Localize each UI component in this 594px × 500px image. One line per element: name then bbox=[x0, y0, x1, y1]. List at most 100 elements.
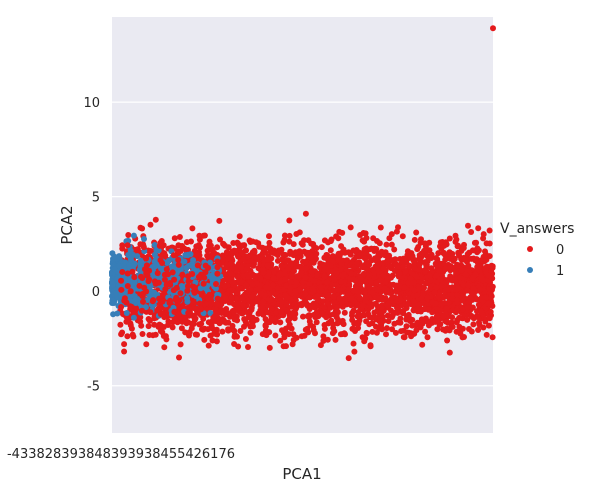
series-0-point bbox=[124, 242, 131, 249]
series-0-point bbox=[480, 235, 487, 242]
y-tick-labels: -5 0 5 10 bbox=[83, 96, 100, 395]
series-0-point bbox=[406, 317, 413, 324]
series-0-point bbox=[292, 288, 299, 295]
series-0-point bbox=[121, 295, 128, 302]
series-0-point bbox=[198, 320, 205, 327]
series-0-point bbox=[194, 251, 201, 258]
series-0-point bbox=[321, 273, 328, 280]
series-0-point bbox=[118, 331, 125, 338]
series-0-point bbox=[352, 283, 359, 290]
series-0-point bbox=[185, 304, 192, 311]
series-0-point bbox=[413, 273, 420, 280]
series-0-point bbox=[374, 238, 380, 244]
series-0-point bbox=[267, 248, 274, 255]
series-0-point bbox=[383, 325, 390, 332]
series-0-point bbox=[119, 242, 126, 249]
series-1-point bbox=[127, 247, 134, 254]
series-0-point bbox=[359, 302, 366, 309]
series-0-point bbox=[438, 283, 445, 290]
series-0-point bbox=[391, 246, 398, 253]
series-0-point bbox=[169, 319, 176, 326]
series-0-point bbox=[435, 250, 442, 257]
series-0-point bbox=[214, 270, 221, 277]
series-0-point bbox=[389, 257, 395, 264]
series-0-point bbox=[222, 294, 229, 301]
series-1-point bbox=[207, 310, 214, 316]
series-0-point bbox=[268, 296, 275, 303]
series-1-point bbox=[138, 257, 144, 264]
series-0-point bbox=[482, 318, 489, 325]
series-1-point bbox=[141, 236, 147, 242]
series-0-point bbox=[220, 241, 227, 248]
series-0-point bbox=[321, 325, 328, 332]
series-0-point bbox=[154, 270, 161, 277]
series-0-point bbox=[449, 323, 456, 330]
series-0-point bbox=[385, 318, 392, 325]
series-0-point bbox=[311, 304, 317, 311]
series-0-point bbox=[277, 319, 284, 326]
series-0-point bbox=[447, 263, 454, 270]
series-0-point bbox=[285, 265, 292, 272]
series-0-point bbox=[357, 312, 364, 319]
series-0-point bbox=[478, 274, 485, 280]
series-0-point bbox=[157, 323, 164, 330]
series-0-point bbox=[369, 328, 376, 335]
series-0-point bbox=[362, 335, 369, 342]
series-1-point bbox=[111, 253, 118, 260]
series-0-point bbox=[363, 245, 370, 252]
series-0-point bbox=[234, 300, 241, 307]
series-0-point bbox=[380, 265, 387, 272]
series-0-point bbox=[229, 265, 236, 272]
series-0-point bbox=[348, 295, 355, 302]
legend-label-1: 1 bbox=[556, 264, 564, 279]
series-0-point bbox=[154, 307, 161, 314]
series-0-point bbox=[411, 287, 418, 294]
series-0-point bbox=[442, 310, 449, 317]
series-0-point bbox=[335, 252, 341, 259]
series-0-point bbox=[245, 344, 251, 350]
series-0-point bbox=[152, 331, 159, 338]
series-0-point bbox=[334, 304, 341, 310]
series-0-point bbox=[280, 270, 287, 277]
series-0-point bbox=[313, 319, 320, 326]
series-0-point bbox=[239, 295, 246, 302]
series-0-point bbox=[324, 260, 331, 267]
series-0-point bbox=[356, 252, 363, 258]
series-0-point bbox=[142, 266, 148, 273]
series-0-point bbox=[142, 254, 149, 261]
series-0-point bbox=[347, 224, 354, 231]
series-0-point bbox=[137, 318, 144, 325]
series-0-point bbox=[206, 291, 213, 298]
series-0-point bbox=[249, 238, 256, 245]
series-0-point bbox=[188, 238, 194, 245]
series-0-point bbox=[262, 327, 269, 334]
series-0-point bbox=[192, 315, 199, 322]
series-0-point bbox=[453, 307, 460, 313]
series-0-point bbox=[482, 305, 489, 312]
y-tick-label: -5 bbox=[87, 380, 100, 395]
series-0-point bbox=[243, 266, 250, 273]
series-0-point bbox=[453, 328, 460, 335]
series-0-point bbox=[201, 336, 208, 343]
y-tick-label: 0 bbox=[92, 285, 100, 300]
series-0-point bbox=[477, 286, 484, 293]
series-0-point bbox=[363, 318, 370, 325]
series-0-point bbox=[325, 239, 331, 246]
series-0-point bbox=[421, 284, 427, 291]
series-0-point bbox=[247, 329, 254, 336]
series-0-point bbox=[295, 273, 302, 280]
series-0-point bbox=[363, 329, 370, 336]
series-0-point bbox=[207, 242, 214, 249]
series-0-point bbox=[209, 337, 216, 344]
series-1-point bbox=[116, 253, 123, 260]
series-0-point bbox=[464, 251, 471, 258]
series-0-point bbox=[226, 275, 233, 282]
series-0-point bbox=[123, 318, 130, 325]
series-0-point bbox=[174, 319, 181, 326]
series-0-point bbox=[388, 307, 394, 314]
series-0-point bbox=[293, 259, 300, 266]
series-0-point bbox=[161, 276, 168, 283]
series-0-point bbox=[283, 343, 289, 350]
series-0-point bbox=[163, 281, 170, 288]
